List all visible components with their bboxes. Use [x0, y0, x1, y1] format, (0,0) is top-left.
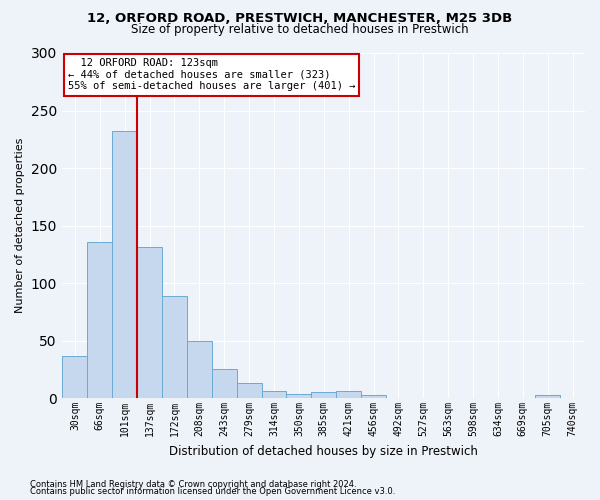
Text: Contains public sector information licensed under the Open Government Licence v3: Contains public sector information licen…: [30, 487, 395, 496]
Text: Contains HM Land Registry data © Crown copyright and database right 2024.: Contains HM Land Registry data © Crown c…: [30, 480, 356, 489]
X-axis label: Distribution of detached houses by size in Prestwich: Distribution of detached houses by size …: [169, 444, 478, 458]
Bar: [262, 391, 286, 398]
Bar: [62, 356, 88, 398]
Text: 12 ORFORD ROAD: 123sqm
← 44% of detached houses are smaller (323)
55% of semi-de: 12 ORFORD ROAD: 123sqm ← 44% of detached…: [68, 58, 355, 92]
Text: Size of property relative to detached houses in Prestwich: Size of property relative to detached ho…: [131, 22, 469, 36]
Bar: [187, 340, 212, 398]
Bar: [162, 296, 187, 398]
Bar: [286, 394, 311, 398]
Bar: [336, 391, 361, 398]
Text: 12, ORFORD ROAD, PRESTWICH, MANCHESTER, M25 3DB: 12, ORFORD ROAD, PRESTWICH, MANCHESTER, …: [88, 12, 512, 26]
Bar: [112, 131, 137, 398]
Bar: [137, 248, 162, 398]
Y-axis label: Number of detached properties: Number of detached properties: [15, 138, 25, 314]
Bar: [236, 383, 262, 398]
Bar: [535, 394, 560, 398]
Bar: [88, 242, 112, 398]
Bar: [311, 392, 336, 398]
Bar: [212, 370, 236, 398]
Bar: [361, 394, 386, 398]
